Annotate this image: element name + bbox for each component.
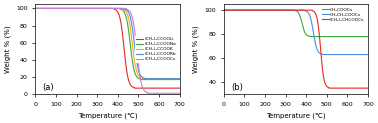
CH₃CH₂COOCs bbox=[366, 54, 370, 55]
Line: CH₃COOCs: CH₃COOCs bbox=[224, 10, 368, 37]
(CH₃)₂CHCOOCs bbox=[222, 9, 226, 11]
(CH₃)₃CCOOLi bbox=[132, 87, 136, 89]
(CH₃)₂CHCOOCs bbox=[366, 87, 370, 89]
CH₃COOCs bbox=[222, 9, 226, 11]
(CH₃)₃CCOONa bbox=[99, 8, 104, 9]
X-axis label: Temperature (℃): Temperature (℃) bbox=[266, 112, 326, 119]
(CH₃)₃CCOONa bbox=[177, 79, 182, 80]
(CH₃)₃CCOOCs bbox=[33, 8, 38, 9]
(CH₃)₃CCOOLi bbox=[99, 8, 104, 9]
(CH₃)₃CCOOCs bbox=[99, 8, 104, 9]
(CH₃)₃CCOOK bbox=[173, 78, 178, 79]
(CH₃)₃CCOONa bbox=[40, 8, 45, 9]
Text: (b): (b) bbox=[231, 83, 243, 92]
CH₃CH₂COOCs bbox=[361, 54, 366, 55]
(CH₃)₃CCOOK bbox=[173, 78, 178, 79]
(CH₃)₃CCOOK bbox=[177, 78, 182, 79]
(CH₃)₃CCOONa bbox=[33, 8, 38, 9]
(CH₃)₃CCOOK bbox=[140, 78, 145, 79]
(CH₃)₃CCOOCs bbox=[177, 92, 182, 94]
(CH₃)₃CCOOK bbox=[99, 8, 104, 9]
CH₃COOCs bbox=[229, 9, 234, 11]
(CH₃)₃CCOONa bbox=[103, 8, 108, 9]
Line: (CH₃)₃CCOOCs: (CH₃)₃CCOOCs bbox=[36, 8, 180, 93]
(CH₃)₃CCOOLi bbox=[173, 87, 178, 89]
(CH₃)₃CCOOCs bbox=[173, 92, 178, 94]
CH₃CH₂COOCs bbox=[288, 9, 292, 11]
Line: (CH₃)₃CCOORb: (CH₃)₃CCOORb bbox=[36, 8, 180, 79]
(CH₃)₃CCOOLi bbox=[40, 8, 45, 9]
(CH₃)₂CHCOOCs bbox=[362, 87, 366, 89]
CH₃CH₂COOCs bbox=[362, 54, 366, 55]
CH₃COOCs bbox=[335, 36, 340, 37]
CH₃CH₂COOCs bbox=[229, 9, 234, 11]
Text: (a): (a) bbox=[43, 83, 54, 92]
(CH₃)₃CCOOLi bbox=[147, 87, 151, 89]
(CH₃)₃CCOOK bbox=[103, 8, 108, 9]
Y-axis label: Weight % (%): Weight % (%) bbox=[192, 25, 199, 73]
(CH₃)₂CHCOOCs bbox=[291, 9, 296, 11]
(CH₃)₃CCOOCs bbox=[103, 8, 108, 9]
(CH₃)₃CCOOLi bbox=[173, 87, 178, 89]
Y-axis label: Weight % (%): Weight % (%) bbox=[4, 25, 11, 73]
(CH₃)₃CCOOLi bbox=[177, 87, 182, 89]
(CH₃)₃CCOOCs bbox=[173, 92, 178, 94]
(CH₃)₂CHCOOCs bbox=[288, 9, 292, 11]
(CH₃)₃CCOONa bbox=[147, 79, 151, 80]
(CH₃)₂CHCOOCs bbox=[335, 87, 340, 89]
Line: (CH₃)₃CCOOK: (CH₃)₃CCOOK bbox=[36, 8, 180, 79]
Legend: (CH₃)₃CCOOLi, (CH₃)₃CCOONa, (CH₃)₃CCOOK, (CH₃)₃CCOORb, (CH₃)₃CCOOCs: (CH₃)₃CCOOLi, (CH₃)₃CCOONa, (CH₃)₃CCOOK,… bbox=[135, 36, 177, 62]
(CH₃)₃CCOOCs bbox=[147, 92, 151, 94]
Legend: CH₃COOCs, CH₃CH₂COOCs, (CH₃)₂CHCOOCs: CH₃COOCs, CH₃CH₂COOCs, (CH₃)₂CHCOOCs bbox=[321, 6, 366, 23]
X-axis label: Temperature (℃): Temperature (℃) bbox=[78, 112, 137, 119]
CH₃COOCs bbox=[288, 9, 292, 11]
(CH₃)₂CHCOOCs bbox=[327, 87, 331, 89]
(CH₃)₃CCOOLi bbox=[33, 8, 38, 9]
(CH₃)₃CCOORb bbox=[147, 78, 151, 79]
CH₃CH₂COOCs bbox=[291, 9, 296, 11]
CH₃COOCs bbox=[366, 36, 370, 37]
CH₃CH₂COOCs bbox=[222, 9, 226, 11]
(CH₃)₃CCOOK bbox=[40, 8, 45, 9]
(CH₃)₃CCOORb bbox=[173, 78, 178, 79]
(CH₃)₃CCOONa bbox=[173, 79, 178, 80]
(CH₃)₃CCOORb bbox=[143, 78, 147, 79]
CH₃COOCs bbox=[308, 36, 313, 37]
(CH₃)₃CCOOCs bbox=[40, 8, 45, 9]
(CH₃)₃CCOOCs bbox=[146, 92, 150, 94]
Line: (CH₃)₃CCOONa: (CH₃)₃CCOONa bbox=[36, 8, 180, 80]
(CH₃)₂CHCOOCs bbox=[361, 87, 366, 89]
CH₃COOCs bbox=[361, 36, 366, 37]
(CH₃)₃CCOONa bbox=[173, 79, 178, 80]
(CH₃)₃CCOOLi bbox=[103, 8, 108, 9]
CH₃COOCs bbox=[362, 36, 366, 37]
(CH₃)₂CHCOOCs bbox=[229, 9, 234, 11]
(CH₃)₃CCOORb bbox=[177, 78, 182, 79]
Line: (CH₃)₂CHCOOCs: (CH₃)₂CHCOOCs bbox=[224, 10, 368, 88]
(CH₃)₃CCOOK bbox=[147, 78, 151, 79]
CH₃CH₂COOCs bbox=[321, 54, 325, 55]
(CH₃)₃CCOORb bbox=[33, 8, 38, 9]
Line: CH₃CH₂COOCs: CH₃CH₂COOCs bbox=[224, 10, 368, 55]
CH₃CH₂COOCs bbox=[335, 54, 340, 55]
(CH₃)₃CCOORb bbox=[103, 8, 108, 9]
(CH₃)₃CCOORb bbox=[40, 8, 45, 9]
Line: (CH₃)₃CCOOLi: (CH₃)₃CCOOLi bbox=[36, 8, 180, 88]
(CH₃)₃CCOOK bbox=[33, 8, 38, 9]
(CH₃)₃CCOONa bbox=[138, 79, 143, 80]
CH₃COOCs bbox=[291, 10, 296, 11]
(CH₃)₃CCOORb bbox=[173, 78, 178, 79]
(CH₃)₃CCOORb bbox=[99, 8, 104, 9]
